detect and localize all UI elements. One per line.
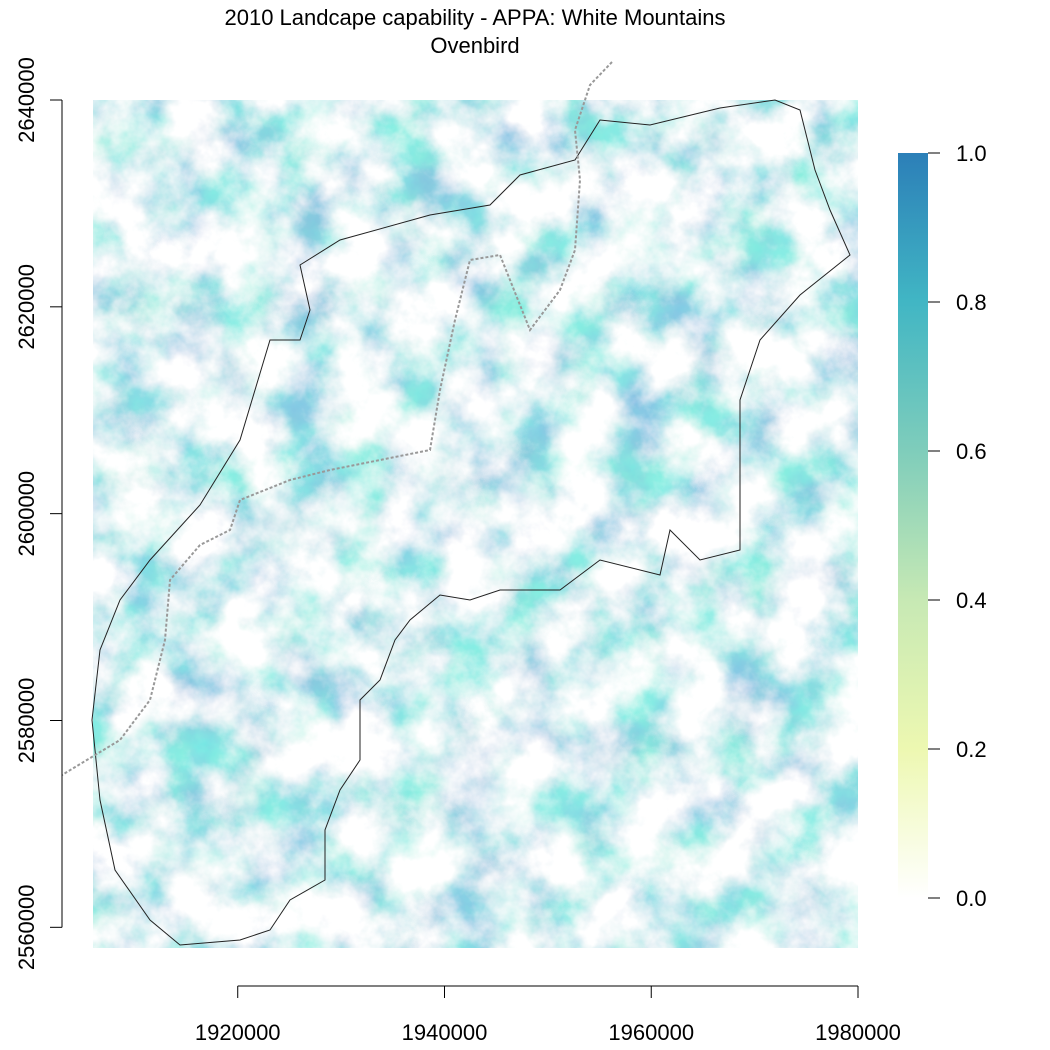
plot-title: 2010 Landcape capability - APPA: White M… [0, 4, 950, 60]
x-tick-label: 1940000 [402, 1020, 488, 1045]
legend-tick-label: 0.2 [956, 737, 987, 762]
x-tick-label: 1920000 [195, 1020, 281, 1045]
raster-capability-layer [93, 100, 858, 948]
x-tick-label: 1960000 [608, 1020, 694, 1045]
y-tick-label: 2640000 [14, 57, 39, 143]
subtitle-text: Ovenbird [430, 33, 520, 58]
x-tick-label: 1980000 [815, 1020, 901, 1045]
y-tick-label: 2580000 [14, 678, 39, 764]
y-tick-label: 2620000 [14, 264, 39, 350]
legend-tick-label: 1.0 [956, 141, 987, 166]
title-text: 2010 Landcape capability - APPA: White M… [224, 5, 726, 30]
legend-tick-label: 0.0 [956, 886, 987, 911]
trail-line [61, 61, 613, 776]
y-tick-label: 2600000 [14, 471, 39, 557]
y-tick-label: 2560000 [14, 884, 39, 970]
legend-tick-label: 0.8 [956, 290, 987, 315]
legend-color-bar [898, 153, 928, 898]
legend-tick-label: 0.4 [956, 588, 987, 613]
legend-tick-label: 0.6 [956, 439, 987, 464]
study-area-boundary [91, 99, 851, 946]
x-axis: 1920000 1940000 1960000 1980000 [195, 985, 901, 1045]
raster-map [93, 100, 858, 948]
y-axis: 2560000 2580000 2600000 2620000 2640000 [14, 57, 63, 970]
color-legend: 0.0 0.2 0.4 0.6 0.8 1.0 [898, 141, 987, 911]
